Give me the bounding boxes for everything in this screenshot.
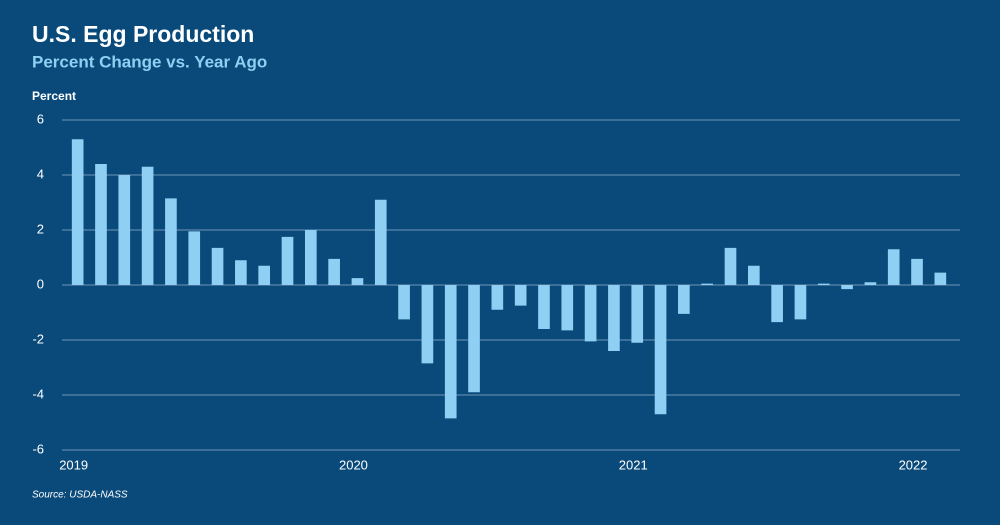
y-tick-label: 0 — [37, 276, 44, 291]
chart-subtitle: Percent Change vs. Year Ago — [32, 52, 267, 71]
y-tick-label: -4 — [32, 386, 44, 401]
bar — [421, 285, 434, 364]
bar — [211, 247, 224, 285]
x-tick-label: 2021 — [619, 457, 648, 472]
bar — [724, 247, 737, 285]
bar — [817, 283, 830, 285]
bar — [258, 265, 271, 285]
y-axis-label: Percent — [32, 89, 76, 103]
bar — [654, 285, 667, 415]
bar — [444, 285, 457, 419]
x-tick-label: 2019 — [59, 457, 88, 472]
bar — [351, 278, 364, 285]
bar — [747, 265, 760, 285]
bar — [118, 175, 131, 285]
bar — [678, 285, 690, 314]
bar — [328, 258, 340, 285]
bar — [71, 139, 84, 285]
chart-title: U.S. Egg Production — [32, 21, 254, 47]
y-tick-label: -2 — [32, 331, 44, 346]
source: Source: USDA-NASS — [32, 490, 128, 501]
x-tick-label: 2020 — [339, 457, 368, 472]
x-tick-label: 2022 — [899, 457, 928, 472]
bar — [794, 285, 807, 320]
bar — [771, 285, 783, 323]
bar — [911, 258, 923, 285]
bar — [491, 285, 504, 310]
bar — [514, 285, 527, 306]
bar — [398, 285, 410, 320]
bar — [141, 166, 154, 285]
bar — [281, 236, 294, 285]
bar — [841, 285, 853, 290]
bar — [864, 282, 877, 285]
bar — [95, 164, 107, 285]
y-tick-label: -6 — [32, 441, 44, 456]
bar — [584, 285, 597, 342]
bar — [538, 285, 550, 329]
y-tick-label: 6 — [37, 111, 44, 126]
bar — [235, 260, 247, 285]
bar — [468, 285, 480, 393]
bar — [631, 285, 644, 343]
bar — [608, 285, 620, 351]
bar — [561, 285, 574, 331]
bar — [304, 230, 317, 285]
bar — [165, 198, 177, 285]
bar — [887, 249, 900, 285]
bar — [701, 283, 714, 285]
bar — [934, 272, 947, 285]
y-tick-label: 4 — [37, 166, 44, 181]
bar — [374, 199, 387, 285]
bar — [188, 231, 201, 285]
y-tick-label: 2 — [37, 221, 44, 236]
